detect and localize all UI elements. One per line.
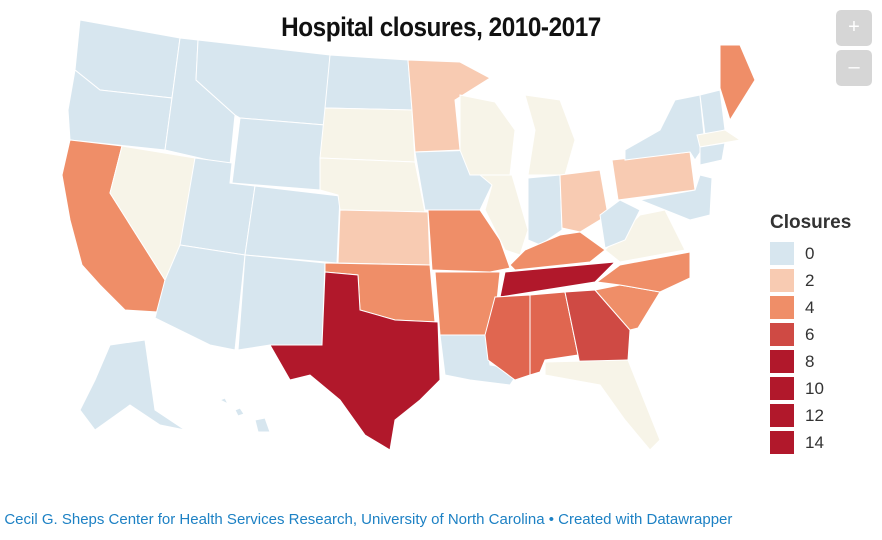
legend-label: 0 — [805, 243, 815, 263]
zoom-out-button[interactable]: – — [836, 50, 872, 86]
state-west-virginia[interactable] — [599, 199, 641, 249]
state-missouri[interactable] — [427, 209, 511, 273]
state-maryland-delaware-nj[interactable] — [638, 174, 713, 221]
legend-swatch — [770, 431, 794, 454]
legend-label: 4 — [805, 297, 815, 317]
legend-swatch — [770, 269, 794, 292]
state-illinois[interactable] — [478, 174, 529, 256]
state-indiana[interactable] — [527, 174, 563, 246]
legend: Closures 0 2 4 6 8 10 12 14 — [770, 212, 851, 456]
state-ct-ri[interactable] — [699, 142, 726, 166]
state-hawaii[interactable] — [218, 397, 271, 433]
state-south-dakota[interactable] — [319, 107, 416, 163]
legend-label: 2 — [805, 270, 815, 290]
state-michigan[interactable] — [524, 94, 576, 176]
legend-swatch — [770, 350, 794, 373]
legend-item: 12 — [770, 402, 851, 429]
legend-swatch — [770, 242, 794, 265]
state-vermont-nh[interactable] — [699, 89, 726, 136]
state-new-york[interactable] — [624, 94, 706, 161]
state-massachusetts[interactable] — [696, 129, 742, 148]
source-credit-link[interactable]: : Cecil G. Sheps Center for Health Servi… — [0, 511, 733, 528]
legend-swatch — [770, 323, 794, 346]
legend-swatch — [770, 404, 794, 427]
state-texas[interactable] — [269, 271, 441, 451]
legend-item: 2 — [770, 267, 851, 294]
legend-swatch — [770, 296, 794, 319]
state-tennessee[interactable] — [499, 261, 617, 298]
legend-title: Closures — [770, 212, 852, 233]
state-alaska[interactable] — [79, 339, 186, 431]
state-florida[interactable] — [544, 359, 661, 451]
state-north-dakota[interactable] — [324, 54, 413, 111]
state-kentucky[interactable] — [509, 231, 606, 271]
zoom-in-button[interactable]: + — [836, 10, 872, 46]
legend-item: 14 — [770, 429, 851, 456]
state-kansas[interactable] — [337, 209, 431, 266]
state-south-carolina[interactable] — [594, 284, 661, 331]
state-maine[interactable] — [719, 44, 756, 122]
legend-label: 8 — [805, 351, 815, 371]
state-ohio[interactable] — [559, 169, 609, 233]
legend-label: 6 — [805, 324, 815, 344]
legend-label: 14 — [805, 432, 824, 452]
legend-item: 4 — [770, 294, 851, 321]
legend-item: 6 — [770, 321, 851, 348]
map-title: Hospital closures, 2010-2017 — [281, 12, 601, 42]
state-colorado[interactable] — [244, 185, 341, 264]
state-north-carolina[interactable] — [595, 251, 691, 293]
legend-item: 0 — [770, 240, 851, 267]
legend-label: 10 — [805, 378, 824, 398]
legend-label: 12 — [805, 405, 824, 425]
state-wyoming[interactable] — [231, 117, 326, 191]
legend-item: 10 — [770, 375, 851, 402]
state-minnesota[interactable] — [407, 59, 491, 153]
state-wisconsin[interactable] — [459, 94, 516, 176]
legend-item: 8 — [770, 348, 851, 375]
legend-swatch — [770, 377, 794, 400]
state-new-mexico[interactable] — [237, 254, 326, 351]
